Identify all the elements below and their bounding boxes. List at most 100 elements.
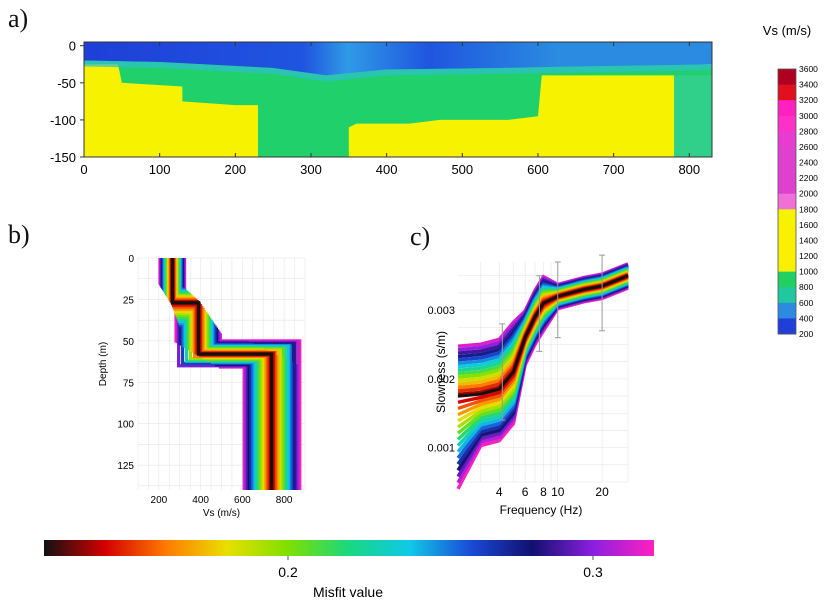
panel-b-y-tick-label: 25 [123,295,135,306]
panel-c-x-tick-label: 6 [522,485,529,499]
vs-colorbar-tick-label: 2200 [799,173,818,183]
vs-colorbar-tick-label: 1000 [799,267,818,277]
panel-b-y-axis-label: Depth (m) [98,342,109,386]
panel-a-x-tick-label: 400 [376,162,398,177]
vs-colorbar-frame [777,68,797,335]
layer-right-column [674,75,712,157]
panel-b-x-tick-label: 600 [234,495,251,506]
misfit-tick-label: 0.2 [278,564,298,580]
panel-c-y-tick-label: 0.003 [427,305,455,317]
layer-transition [84,60,712,82]
vs-colorbar-tick-label: 3600 [799,64,818,74]
panel-a-y-tick-label: -50 [57,76,76,91]
panel-c-y-tick-label: 0.001 [427,443,455,455]
vs-colorbar-band [778,84,796,101]
panel-a-x-tick-label: 700 [603,162,625,177]
vs-colorbar-tick-label: 1200 [799,251,818,261]
panel-c-x-tick-label: 4 [496,485,503,499]
panel-a-x-tick-label: 500 [451,162,473,177]
vs-colorbar-band [778,131,796,148]
vs-colorbar-band [778,256,796,273]
panel-a-plot-area [84,42,712,157]
vs-colorbar-band [778,318,796,335]
panel-b-profile-line [183,258,246,490]
vs-colorbar-band [778,115,796,132]
panel-c-y-axis-label: Slowness (s/m) [434,331,448,413]
panel-c-x-tick-label: 20 [595,485,609,499]
vs-colorbar-tick-label: 200 [799,329,813,339]
vs-colorbar-band [778,271,796,288]
vs-colorbar-tick-label: 3200 [799,95,818,105]
layer-deep-2 [348,75,675,157]
panel-b-x-tick-label: 800 [276,495,293,506]
panel-b-x-tick-label: 200 [151,495,168,506]
panel-a-x-tick-label: 0 [80,162,87,177]
vs-colorbar-band [778,146,796,164]
panel-c-x-tick-label: 8 [540,485,547,499]
panel-label-a: a) [8,4,29,33]
panel-a-section: 0 100 200 300 400 500 600 700 800 0 -50 -100 -150 [50,39,713,177]
vs-colorbar-tick-label: 400 [799,313,813,323]
panel-b-x-tick-label: 400 [192,495,209,506]
panel-b-y-tick-label: 0 [128,254,134,265]
misfit-tick-label: 0.3 [583,564,603,580]
panel-a-x-tick-label: 600 [527,162,549,177]
layer-surface [84,42,712,76]
vs-colorbar-tick-label: 1600 [799,220,818,230]
panel-c-best-curve [457,274,629,398]
vs-colorbar-tick-label: 600 [799,298,813,308]
panel-c-y-tick-label: 0.002 [427,374,455,386]
panel-a-y-tick-label: -100 [50,113,76,128]
vs-colorbar-band [778,240,796,257]
panel-c-section: 4 6 8 10 20 0.001 0.002 0.003 Frequency (Hz) Slow… [427,254,629,517]
vs-colorbar-tick-label: 2600 [799,142,818,152]
panel-b-x-axis-label: Vs (m/s) [203,508,240,519]
panel-b-profile-line [180,258,253,490]
panel-c-x-axis-label: Frequency (Hz) [500,503,583,517]
vs-colorbar-tick-label: 1800 [799,204,818,214]
vs-colorbar-tick-label: 800 [799,282,813,292]
panel-b-profile-line [179,258,255,490]
panel-b-profile-line [182,258,248,490]
vs-colorbar-band [778,209,796,226]
vs-colorbar-band [778,162,796,179]
panel-b-y-tick-label: 75 [123,378,135,389]
panel-a-frame [83,41,713,158]
vs-colorbar-band [778,287,796,304]
panel-b-section: 200 400 600 800 0 25 50 75 100 125 Vs (m/s) Depth (… [98,254,306,519]
vs-colorbar-band [778,302,796,319]
misfit-gradient-bar [44,540,654,556]
panel-a-x-tick-label: 300 [300,162,322,177]
vs-colorbar-band [778,178,796,195]
panel-b-profile-line [181,258,250,490]
vs-colorbar-tick-label: 2800 [799,126,818,136]
panel-label-b: b) [8,220,30,249]
layer-deep-1 [84,64,259,157]
vs-colorbar-band [778,69,796,86]
vs-colorbar-tick-label: 3400 [799,80,818,90]
vs-colorbar-tick-label: 2400 [799,158,818,168]
panel-b-y-tick-label: 50 [123,337,135,348]
panel-a-y-tick-label: 0 [69,39,76,54]
panel-label-c: c) [410,222,431,251]
vs-colorbar-label: Vs (m/s) [763,23,811,38]
vs-colorbar-tick-label: 1400 [799,235,818,245]
panel-a-axes: 0 100 200 300 400 500 600 700 800 0 -50 -100 -150 [50,39,713,177]
vs-colorbar-tick-label: 3000 [799,111,818,121]
misfit-colorbar: 0.2 0.3 Misfit value [44,540,654,600]
panel-b-profile-line [180,258,251,490]
panel-a-x-tick-label: 200 [224,162,246,177]
misfit-axis-label: Misfit value [313,584,383,600]
vs-colorbar-band [778,224,796,241]
panel-a-y-tick-label: -150 [50,150,76,165]
panel-b-y-tick-label: 100 [117,420,134,431]
vs-colorbar-tick-label: 2000 [799,189,818,199]
vs-colorbar-band [778,193,796,210]
panel-a-x-tick-label: 100 [149,162,171,177]
vs-colorbar: Vs (m/s) 3600 3400 3200 3000 2800 2600 2400 220… [763,23,818,339]
panel-c-x-tick-label: 10 [551,485,565,499]
panel-b-y-tick-label: 125 [117,461,134,472]
panel-a-x-tick-label: 800 [678,162,700,177]
panel-b-best-profile [170,258,274,490]
